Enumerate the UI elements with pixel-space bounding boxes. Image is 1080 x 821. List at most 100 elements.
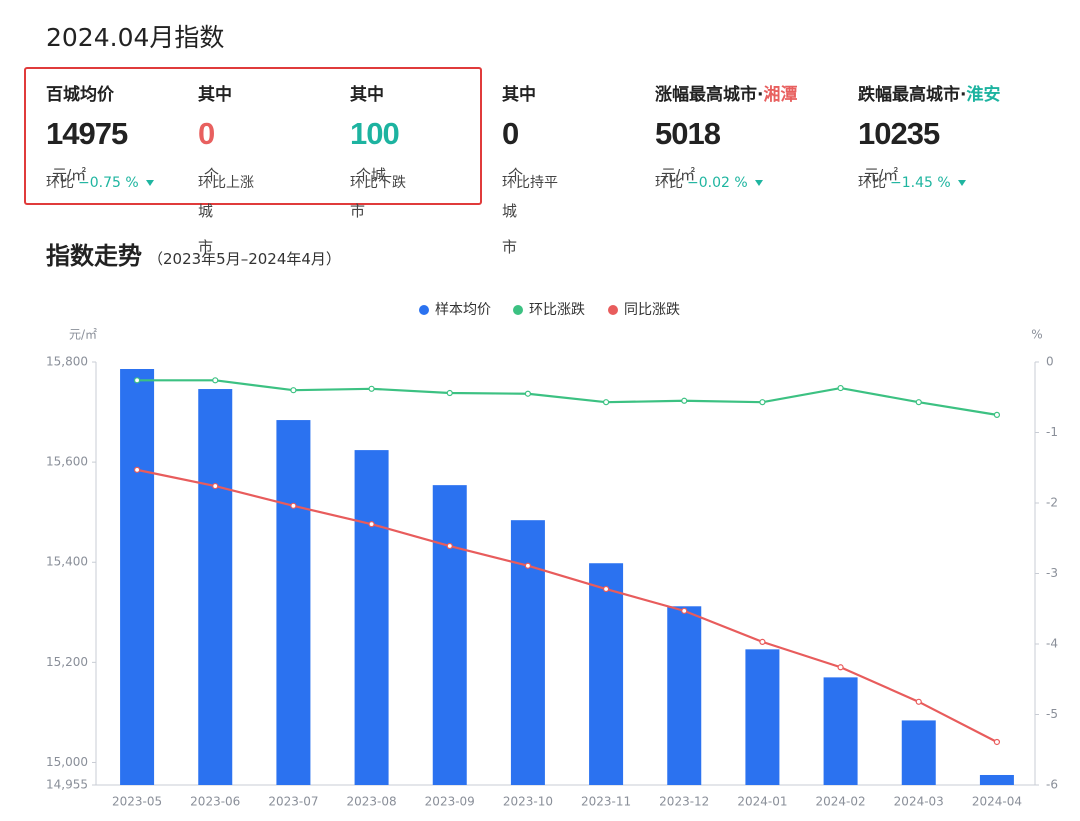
line-point — [759, 638, 766, 645]
y-tick-label: 15,000 — [46, 755, 88, 769]
y-tick-label: 15,800 — [46, 355, 88, 369]
y2-tick-label: -1 — [1046, 425, 1058, 439]
stat-city: 湘潭 — [763, 85, 798, 105]
stat-value-row: 0 个城市 — [198, 116, 219, 260]
x-tick-label: 2024-04 — [972, 795, 1022, 809]
y2-tick-label: -3 — [1046, 566, 1058, 580]
down-arrow — [145, 180, 154, 186]
stat-label: 其中 — [350, 85, 384, 105]
line-point — [602, 585, 610, 593]
stat-label-row: 涨幅最高城市·湘潭 — [655, 80, 797, 105]
line-point — [446, 542, 453, 550]
stat-value-row: 14975 元/㎡ — [46, 116, 128, 188]
stat-unit: 个城市 — [198, 167, 220, 256]
stat-value-row: 10235 元/㎡ — [858, 116, 940, 188]
stat-label: 其中 — [502, 85, 536, 105]
bar — [354, 450, 389, 785]
line-point — [290, 387, 297, 394]
line-point — [602, 399, 610, 406]
stat-note-row: 环比持平 — [502, 172, 558, 192]
stat-change: −0.75 % — [78, 175, 139, 191]
y2-tick-label: -6 — [1046, 778, 1058, 792]
stat-value-row: 5018 元/㎡ — [655, 116, 721, 188]
down-arrow — [754, 180, 763, 186]
stat-note: 环比持平 — [502, 175, 558, 191]
section-title-text: 指数走势 — [46, 242, 142, 270]
legend-marker — [608, 305, 618, 315]
line-point — [759, 399, 766, 406]
line-point — [212, 482, 219, 490]
y2-tick-label: 0 — [1046, 355, 1054, 369]
stat-label: 涨幅最高城市· — [655, 85, 764, 105]
stat-change: −1.45 % — [890, 175, 951, 191]
down-arrow — [957, 180, 966, 186]
line-point — [368, 385, 375, 392]
x-tick-label: 2023-10 — [503, 795, 553, 809]
stat-unit: 个城市 — [502, 167, 524, 256]
stat-note-row: 环比上涨 — [198, 172, 254, 192]
bar — [823, 677, 858, 785]
y2-tick-label: -4 — [1046, 637, 1058, 651]
stat-value: 0 — [198, 116, 215, 151]
stat-unit: 元/㎡ — [864, 167, 899, 184]
line-point — [915, 399, 922, 406]
stat-note-row: 环比 −1.45 % — [858, 172, 966, 192]
bar — [745, 649, 780, 785]
stat-value: 5018 — [655, 116, 721, 151]
y2-axis-label: % — [1031, 328, 1042, 342]
x-tick-label: 2023-11 — [581, 795, 631, 809]
line-series — [136, 468, 998, 743]
stat-note: 环比 — [655, 175, 683, 191]
stat-value-row: 0 个城市 — [502, 116, 523, 260]
stat-note-row: 环比 −0.75 % — [46, 172, 154, 192]
stat-value: 10235 — [858, 116, 940, 151]
stat-note: 环比下跌 — [350, 175, 406, 191]
bar — [198, 389, 233, 785]
section-title: 指数走势 （2023年5月–2024年4月） — [46, 236, 341, 271]
stat-label-row: 其中 — [198, 80, 232, 105]
stat-change: −0.02 % — [687, 175, 748, 191]
bar — [432, 485, 467, 785]
line-point — [524, 390, 532, 397]
x-tick-label: 2023-05 — [112, 795, 162, 809]
stat-note-row: 环比 −0.02 % — [655, 172, 763, 192]
x-tick-label: 2023-07 — [268, 795, 318, 809]
bar — [667, 606, 702, 785]
bar — [276, 420, 311, 785]
stat-label: 跌幅最高城市· — [858, 85, 967, 105]
x-tick-label: 2023-12 — [659, 795, 709, 809]
stat-label-row: 其中 — [350, 80, 384, 105]
line-point — [212, 377, 219, 384]
stat-label-row: 其中 — [502, 80, 536, 105]
x-tick-label: 2024-03 — [894, 795, 944, 809]
stat-note-row: 环比下跌 — [350, 172, 406, 192]
line-point — [993, 738, 1001, 746]
section-subtitle: （2023年5月–2024年4月） — [148, 250, 341, 268]
legend-marker — [513, 305, 523, 315]
line-point — [993, 411, 1001, 418]
stat-note: 环比 — [46, 175, 74, 191]
x-tick-label: 2023-06 — [190, 795, 240, 809]
y-tick-label: 15,400 — [46, 555, 88, 569]
legend-marker — [419, 305, 429, 315]
y-tick-label: 15,600 — [46, 455, 88, 469]
bar — [120, 369, 155, 785]
stat-unit: 个城市 — [350, 167, 387, 220]
line-point — [837, 664, 844, 671]
line-series — [137, 379, 998, 416]
stat-city: 淮安 — [966, 85, 1001, 105]
stat-label-row: 百城均价 — [46, 80, 114, 105]
stat-note: 环比 — [858, 175, 886, 191]
line-point — [446, 389, 453, 397]
line-point — [681, 397, 688, 404]
stat-label: 百城均价 — [46, 85, 114, 105]
stat-value: 0 — [502, 116, 519, 151]
y-tick-label: 14,955 — [46, 778, 88, 792]
legend-label: 同比涨跌 — [624, 302, 680, 318]
x-tick-label: 2024-02 — [816, 795, 866, 809]
stat-label: 其中 — [198, 85, 232, 105]
stat-value: 14975 — [46, 116, 128, 151]
bar — [901, 720, 936, 785]
